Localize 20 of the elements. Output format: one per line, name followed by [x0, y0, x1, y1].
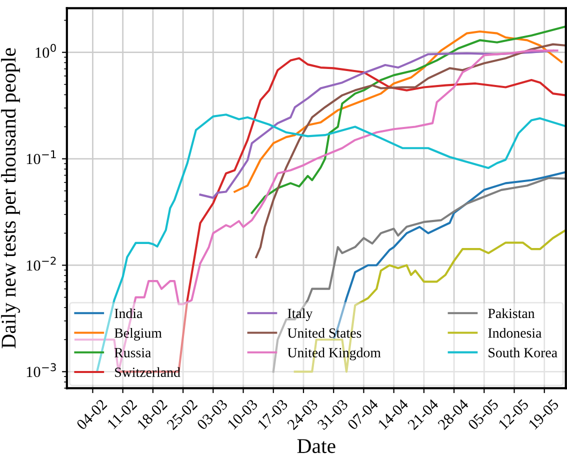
line-series [250, 25, 566, 214]
y-tick-label: 10$^{−1}$ [26, 150, 56, 164]
legend-label: Pakistan [488, 308, 535, 318]
legend-label: South Korea [488, 348, 558, 358]
legend-label: United Kingdom [288, 348, 381, 360]
legend-label: Switzerland [115, 367, 180, 378]
y-tick-label: 10$^{0}$ [36, 44, 56, 58]
legend-label: Italy [288, 308, 313, 321]
legend-label: Russia [114, 348, 151, 358]
y-tick-label: 10$^{−3}$ [26, 363, 56, 378]
x-axis-title: Date [297, 439, 336, 454]
legend-label: Indonesia [488, 328, 542, 338]
line-series [272, 176, 566, 373]
y-axis-title: Daily new tests per thousand people [1, 48, 20, 348]
legend-label: Belgium [114, 328, 162, 341]
legend-label: India [114, 308, 142, 318]
line-series [234, 30, 563, 193]
legend-label: United States [288, 328, 362, 338]
y-tick-label: 10$^{−2}$ [26, 256, 56, 271]
line-series [255, 43, 566, 258]
